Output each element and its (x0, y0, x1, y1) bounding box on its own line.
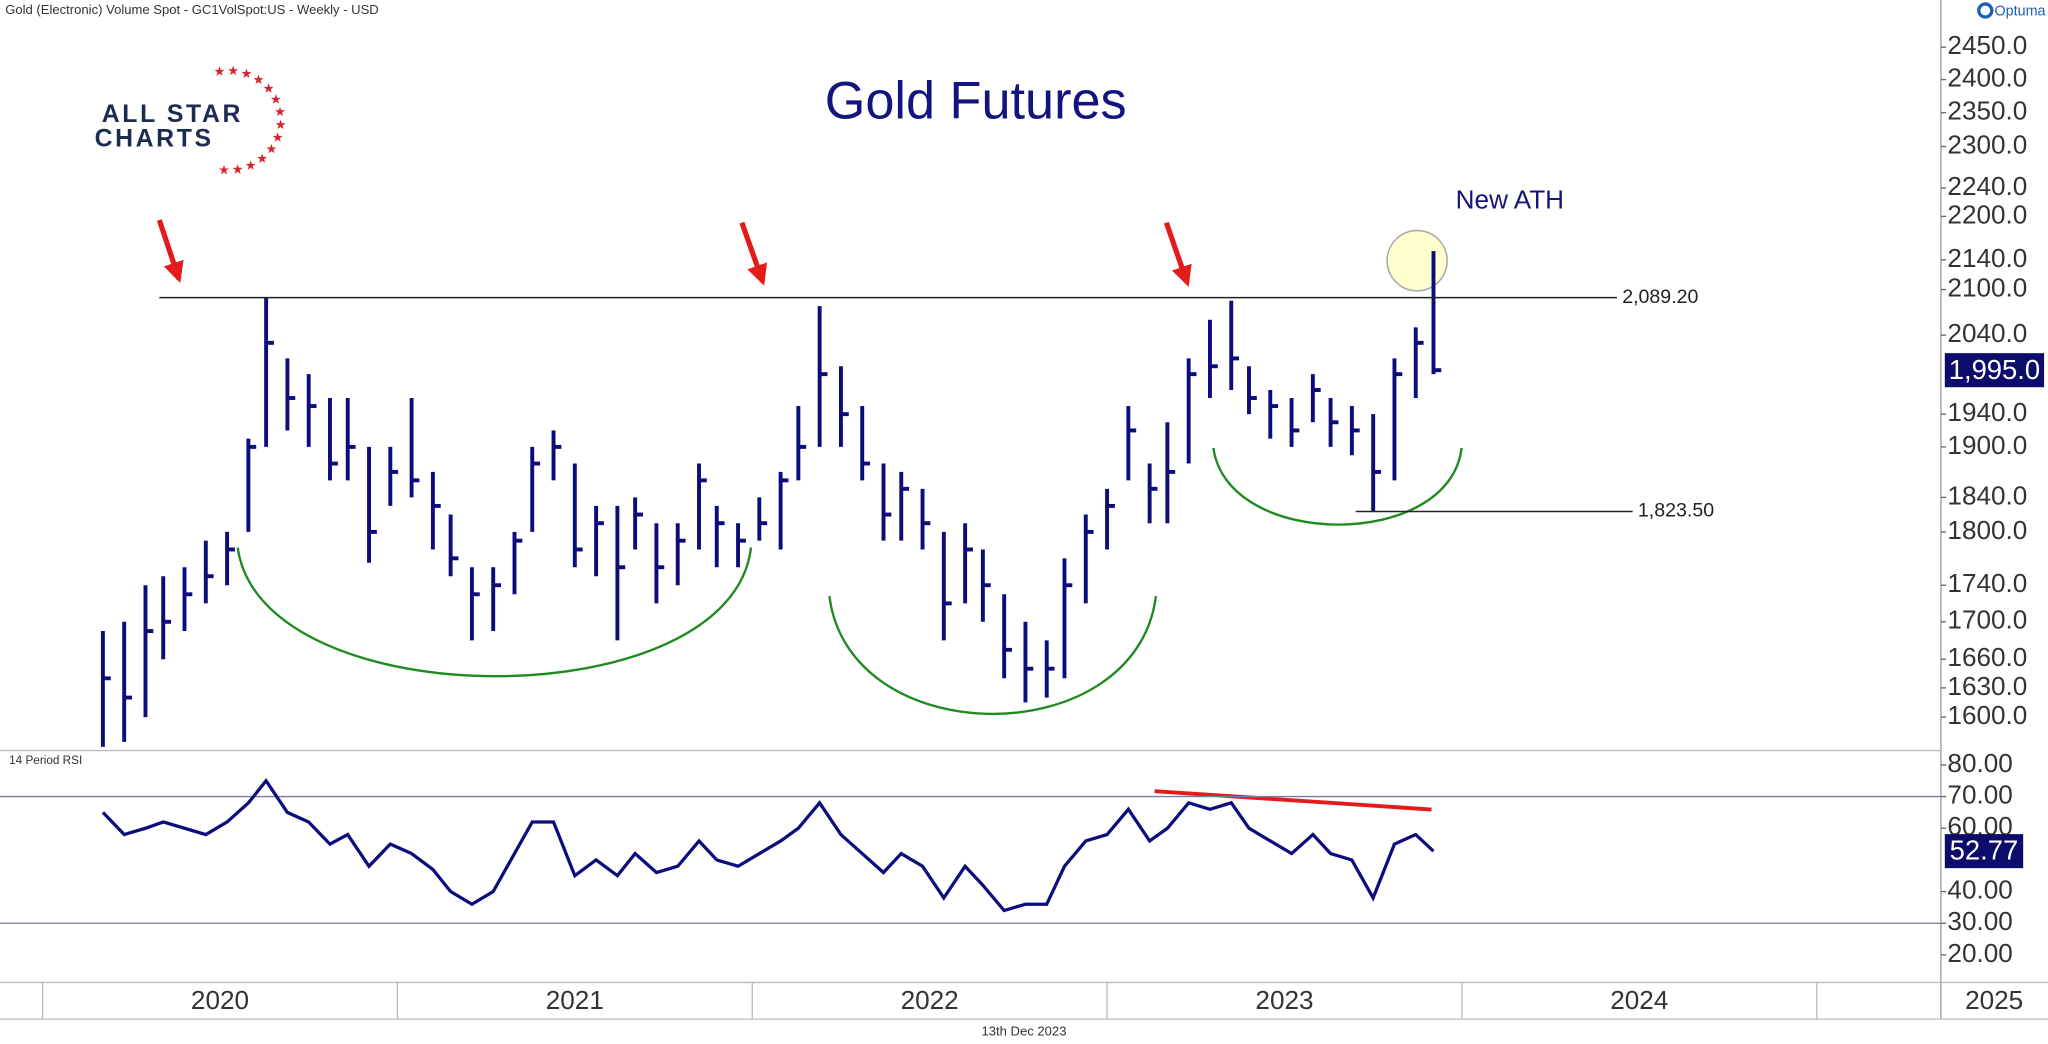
chart-title: Gold Futures (825, 73, 1127, 131)
y-tick-label: 2100.0 (1947, 272, 2027, 302)
panel-title: 14 Period RSI (9, 754, 82, 767)
logo-star (241, 68, 252, 78)
logo-star (257, 153, 268, 163)
logo-text: ALL STAR (102, 101, 243, 128)
x-tick-label: 2024 (1610, 985, 1668, 1015)
y-tick-label: 30.00 (1947, 906, 2012, 936)
y-tick-label: 1740.0 (1947, 568, 2027, 598)
logo-star (272, 132, 283, 142)
pattern-arc (828, 595, 1158, 715)
arrow (1163, 221, 1192, 287)
pattern-arc (236, 547, 753, 678)
logo-star (263, 83, 274, 93)
y-tick-label: 1660.0 (1947, 642, 2027, 672)
logo-star (253, 74, 264, 84)
y-tick-label: 1940.0 (1947, 397, 2027, 427)
last-rsi-label: 52.77 (1950, 835, 2019, 866)
logo-star (214, 66, 225, 76)
level-label: 2,089.20 (1622, 286, 1698, 308)
arrow (739, 221, 768, 286)
brand: Optuma (1994, 4, 2045, 20)
x-tick-label: 2022 (901, 985, 959, 1015)
y-tick-label: 1800.0 (1947, 515, 2027, 545)
x-tick-label: 2020 (191, 985, 249, 1015)
logo-star (245, 160, 256, 170)
trend-line (1154, 789, 1432, 812)
logo-star (232, 164, 243, 174)
source-label: Gold (Electronic) Volume Spot - GC1VolSp… (5, 2, 379, 17)
level-label: 1,823.50 (1638, 500, 1714, 522)
arrow (156, 219, 184, 283)
y-tick-label: 1840.0 (1947, 480, 2027, 510)
y-tick-label: 1900.0 (1947, 430, 2027, 460)
annotation: New ATH (1456, 185, 1564, 215)
logo-star (275, 119, 286, 130)
logo-star (266, 143, 277, 154)
y-tick-label: 40.00 (1947, 874, 2012, 904)
pattern-arc (1212, 447, 1463, 526)
y-tick-label: 70.00 (1947, 779, 2012, 809)
y-tick-label: 2140.0 (1947, 243, 2027, 273)
y-tick-label: 2350.0 (1947, 96, 2027, 126)
y-tick-label: 20.00 (1947, 938, 2012, 968)
logo-star (228, 65, 239, 76)
y-tick-label: 2040.0 (1947, 318, 2027, 348)
highlight-circle (1386, 229, 1448, 292)
logo-stars (214, 65, 286, 175)
y-tick-label: 2300.0 (1947, 129, 2027, 159)
logo-text: CHARTS (95, 126, 214, 153)
last-price-label: 1,995.0 (1949, 354, 2040, 385)
y-tick-label: 2200.0 (1947, 199, 2027, 229)
x-tick-label: 2023 (1255, 985, 1313, 1015)
logo-star (275, 106, 285, 117)
logo-star (219, 164, 229, 175)
y-tick-label: 1600.0 (1947, 700, 2027, 730)
y-tick-label: 2240.0 (1947, 171, 2027, 201)
last-price-box (1944, 353, 2045, 388)
x-tick-label: 2021 (546, 985, 604, 1015)
y-tick-label: 2450.0 (1947, 30, 2027, 60)
y-tick-label: 80.00 (1947, 748, 2012, 778)
brand-icon (1977, 2, 1994, 19)
rsi-line (101, 777, 1435, 913)
logo-star (270, 94, 281, 104)
y-tick-label: 1630.0 (1947, 671, 2027, 701)
y-tick-label: 1700.0 (1947, 605, 2027, 635)
last-rsi-box (1944, 834, 2024, 869)
y-tick-label: 2400.0 (1947, 62, 2027, 92)
footer-date: 13th Dec 2023 (982, 1024, 1067, 1039)
x-tick-label: 2025 (1965, 985, 2023, 1015)
